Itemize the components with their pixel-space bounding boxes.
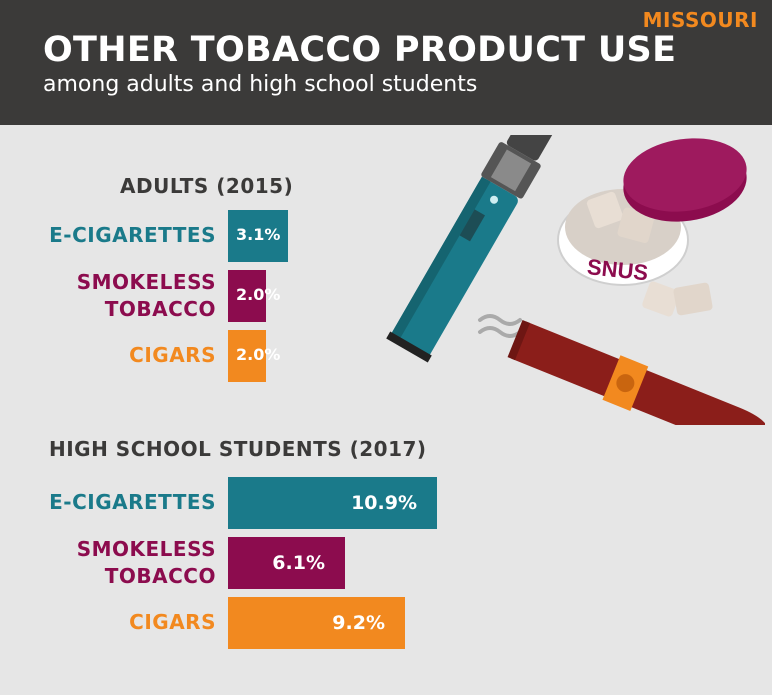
smoke-icon (478, 314, 522, 338)
bar-value-label: 6.1% (272, 552, 325, 574)
category-label: E-CIGARETTES (49, 490, 216, 514)
category-label: CIGARS (129, 343, 216, 367)
bar-ecig (228, 210, 288, 262)
e-cigarette-icon (386, 135, 560, 363)
cigar-icon (507, 320, 765, 425)
bar-value-label: 10.9% (351, 492, 417, 514)
bar-smokeless (228, 537, 345, 589)
bar-value-label: 2.0% (236, 345, 281, 364)
state-label: MISSOURI (642, 8, 758, 32)
category-label: CIGARS (129, 610, 216, 634)
bar-value-label: 3.1% (236, 225, 281, 244)
bar-smokeless (228, 270, 266, 322)
bar-value-label: 9.2% (332, 612, 385, 634)
bar-value-label: 2.0% (236, 285, 281, 304)
adults-section-title: ADULTS (2015) (120, 174, 294, 198)
category-label: SMOKELESS TOBACCO (76, 537, 216, 588)
page-title: OTHER TOBACCO PRODUCT USE (43, 30, 677, 70)
bar-cigars (228, 597, 405, 649)
category-label: SMOKELESS TOBACCO (76, 270, 216, 321)
header-banner: MISSOURI OTHER TOBACCO PRODUCT USE among… (0, 0, 772, 125)
bar-ecig (228, 477, 437, 529)
bar-cigars (228, 330, 266, 382)
tobacco-illustration: SNUS (386, 135, 765, 425)
students-section-title: HIGH SCHOOL STUDENTS (2017) (49, 437, 427, 461)
snus-tin-icon: SNUS (557, 138, 747, 317)
page-subtitle: among adults and high school students (43, 72, 478, 97)
category-label: E-CIGARETTES (49, 223, 216, 247)
